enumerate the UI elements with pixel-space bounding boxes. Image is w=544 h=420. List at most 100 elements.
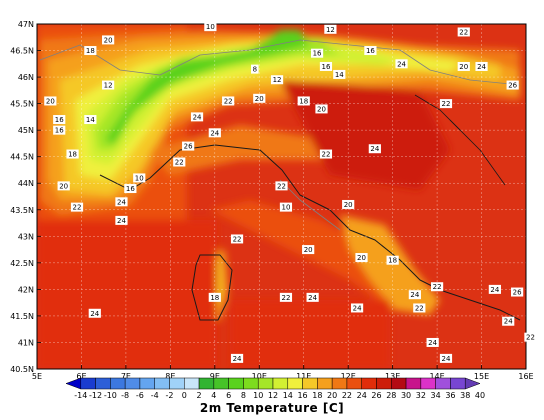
temperature-label-text: 24	[308, 294, 317, 302]
temperature-label-text: 22	[442, 100, 451, 108]
lon-tick-label: 10E	[252, 372, 267, 381]
temperature-label-text: 12	[326, 26, 335, 34]
colorbar-tick-label: 34	[431, 391, 441, 400]
latitude-axis: 47N 46.5N 46N 45.5N 45N 44.5N 44N 43.5N 43N 42.5N…	[10, 20, 41, 374]
colorbar-swatch	[405, 377, 422, 390]
lon-tick-label: 11E	[296, 372, 311, 381]
lat-tick-label: 44.5N	[10, 153, 34, 162]
temperature-label-text: 26	[508, 82, 517, 90]
colorbar-tick-label: -6	[136, 391, 144, 400]
lat-tick-label: 43N	[18, 232, 34, 241]
temperature-label: 10	[279, 202, 293, 212]
longitude-axis: 5E 6E 7E 8E 9E 10E 11E 12E 13E 14E 15E 16E	[32, 365, 534, 381]
temperature-label-box	[413, 303, 426, 313]
colorbar-swatch	[169, 377, 185, 390]
temperature-label-text: 16	[313, 50, 322, 58]
colorbar-tick-label: 6	[226, 391, 231, 400]
colorbar-tick-label: 2	[197, 391, 202, 400]
temperature-label: 22	[439, 99, 453, 109]
lon-tick-label: 5E	[32, 372, 42, 381]
temperature-label-box	[297, 96, 310, 106]
temperature-label-box	[279, 292, 293, 302]
temperature-label-box	[279, 202, 293, 212]
temperature-label-box	[310, 48, 324, 58]
colorbar-swatch	[391, 377, 407, 390]
temperature-label-box	[302, 245, 315, 255]
temperature-label: 16	[319, 61, 333, 71]
colorbar-swatch	[154, 377, 170, 390]
temperature-label: 22	[173, 157, 186, 167]
colorbar-swatch	[272, 377, 289, 390]
colorbar-swatch	[435, 377, 451, 390]
temperature-label-text: 26	[184, 143, 193, 151]
temperature-label-text: 18	[86, 47, 95, 55]
temperature-label: 18	[208, 292, 221, 302]
temperature-label-text: 10	[281, 204, 290, 212]
temperature-label: 24	[208, 128, 221, 138]
colorbar-swatch	[287, 377, 303, 390]
temperature-label-box	[350, 303, 364, 313]
temperature-label: 24	[115, 215, 128, 225]
colorbar-swatch	[464, 377, 481, 390]
temperature-label-text: 22	[233, 235, 242, 243]
temperature-label-text: 24	[117, 198, 126, 206]
temperature-label: 12	[324, 24, 337, 34]
temperature-label-text: 22	[175, 159, 184, 167]
temperature-label-text: 24	[477, 63, 486, 71]
temperature-label-text: 14	[86, 116, 95, 124]
lat-tick-label: 46.5N	[10, 47, 34, 56]
temperature-label-text: 18	[388, 257, 397, 265]
temperature-label-box	[173, 157, 186, 167]
temperature-label-text: 22	[415, 304, 424, 312]
colorbar-swatch	[420, 377, 436, 390]
colorbar-title: 2m Temperature [C]	[199, 401, 345, 415]
temperature-label: 24	[350, 303, 364, 313]
temperature-label-text: 22	[526, 334, 535, 342]
temperature-label: 26	[182, 141, 195, 151]
temperature-label: 24	[115, 197, 128, 207]
temperature-label-text: 12	[104, 82, 113, 90]
temperature-label: 24	[426, 337, 439, 347]
temperature-label-box	[66, 149, 79, 159]
temperature-label: 20	[102, 35, 115, 45]
temperature-label-text: 20	[304, 246, 313, 254]
temperature-label-box	[84, 46, 97, 56]
temperature-label-text: 16	[55, 116, 64, 124]
lon-tick-label: 12E	[341, 372, 356, 381]
temperature-label-text: 24	[428, 339, 437, 347]
temperature-label: 22	[319, 149, 333, 159]
temperature-label: 24	[488, 284, 501, 294]
temperature-label: 14	[84, 115, 97, 125]
colorbar-tick-label: -8	[121, 391, 129, 400]
temperature-label: 20	[44, 96, 57, 106]
colorbar-swatch	[213, 377, 229, 390]
lat-tick-label: 41N	[18, 338, 34, 347]
colorbar-swatch	[257, 377, 274, 390]
temperature-label: 16	[53, 115, 66, 125]
temperature-label: 22	[222, 96, 235, 106]
temperature-label-box	[53, 115, 66, 125]
lon-tick-label: 9E	[210, 372, 220, 381]
temperature-label: 20	[253, 93, 266, 103]
temperature-label-box	[319, 149, 333, 159]
lat-tick-label: 45.5N	[10, 100, 34, 109]
temperature-label-box	[355, 253, 368, 263]
temperature-label-text: 24	[490, 286, 499, 294]
temperature-label: 26	[506, 80, 519, 90]
temperature-label-box	[488, 284, 501, 294]
lat-tick-label: 45N	[18, 126, 34, 135]
temperature-label-text: 18	[299, 97, 308, 105]
temperature-label-text: 26	[513, 289, 522, 297]
lat-tick-label: 40.5N	[10, 365, 34, 374]
lat-tick-label: 47N	[18, 20, 34, 29]
temperature-label-box	[222, 96, 235, 106]
colorbar-tick-label: 20	[327, 391, 337, 400]
temperature-label: 12	[102, 80, 115, 90]
temperature-label-box	[230, 234, 244, 244]
temperature-label-text: 20	[317, 105, 326, 113]
colorbar-swatch	[331, 377, 348, 390]
colorbar-swatch	[110, 377, 126, 390]
temperature-label-box	[208, 292, 221, 302]
colorbar-swatch	[228, 377, 244, 390]
temperature-label-text: 14	[335, 71, 344, 79]
